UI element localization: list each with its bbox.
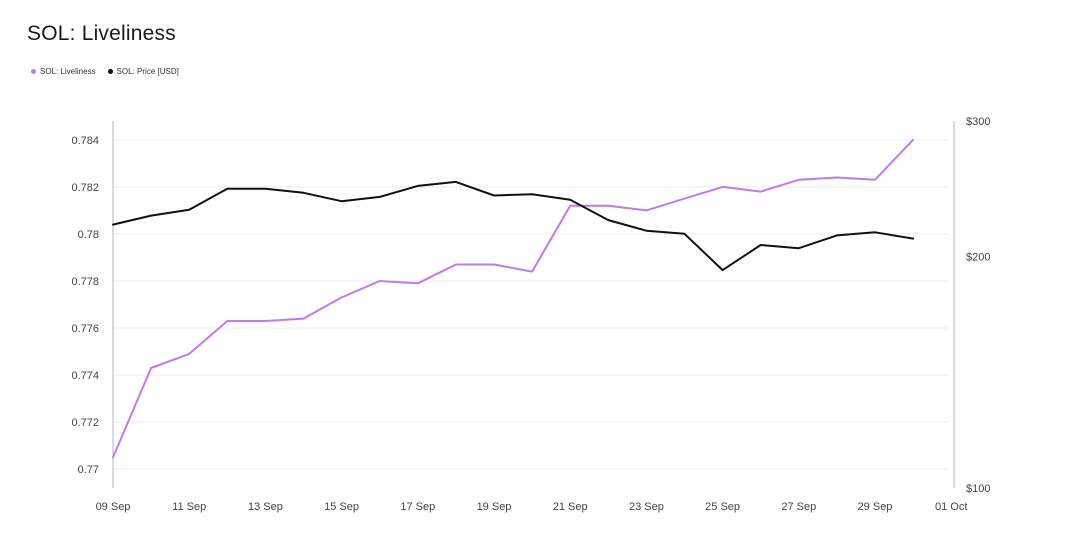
legend-marker-price xyxy=(107,69,113,74)
price-line xyxy=(112,180,915,272)
y-left-tick-label: 0.776 xyxy=(71,323,99,335)
x-tick-label: 21 Sep xyxy=(553,501,588,513)
y-left-tick-label: 0.78 xyxy=(78,229,99,241)
y-left-tick-label: 0.782 xyxy=(71,182,99,194)
legend-label-liveliness: SOL: Liveliness xyxy=(40,67,96,76)
legend-item-liveliness[interactable]: SOL: Liveliness xyxy=(31,67,96,76)
x-tick-label: 11 Sep xyxy=(172,501,206,513)
y-left-tick-label: 0.772 xyxy=(71,417,99,429)
x-tick-label: 29 Sep xyxy=(858,501,893,513)
x-tick-label: 09 Sep xyxy=(96,501,131,513)
legend-item-price[interactable]: SOL: Price [USD] xyxy=(107,67,179,76)
y-left-tick-label: 0.778 xyxy=(71,276,99,288)
y-left-tick-label: 0.77 xyxy=(78,464,99,476)
y-right-tick-label: $200 xyxy=(966,251,990,263)
y-right-tick-label: $100 xyxy=(966,483,990,495)
x-tick-label: 23 Sep xyxy=(629,501,664,513)
x-tick-label: 01 Oct xyxy=(935,501,967,513)
x-tick-label: 15 Sep xyxy=(324,501,359,513)
y-right-tick-label: $300 xyxy=(966,116,990,128)
x-tick-label: 19 Sep xyxy=(477,501,512,513)
legend-marker-liveliness xyxy=(31,69,36,74)
chart-title: SOL: Liveliness xyxy=(27,22,176,45)
y-left-tick-label: 0.774 xyxy=(71,370,99,382)
liveliness-line xyxy=(112,138,915,459)
x-tick-label: 27 Sep xyxy=(781,501,816,513)
x-tick-label: 13 Sep xyxy=(248,501,283,513)
x-tick-label: 17 Sep xyxy=(400,501,435,513)
x-tick-label: 25 Sep xyxy=(705,501,740,513)
legend: SOL: Liveliness SOL: Price [USD] xyxy=(31,67,179,76)
legend-label-price: SOL: Price [USD] xyxy=(116,67,179,76)
y-left-tick-label: 0.784 xyxy=(71,135,99,147)
